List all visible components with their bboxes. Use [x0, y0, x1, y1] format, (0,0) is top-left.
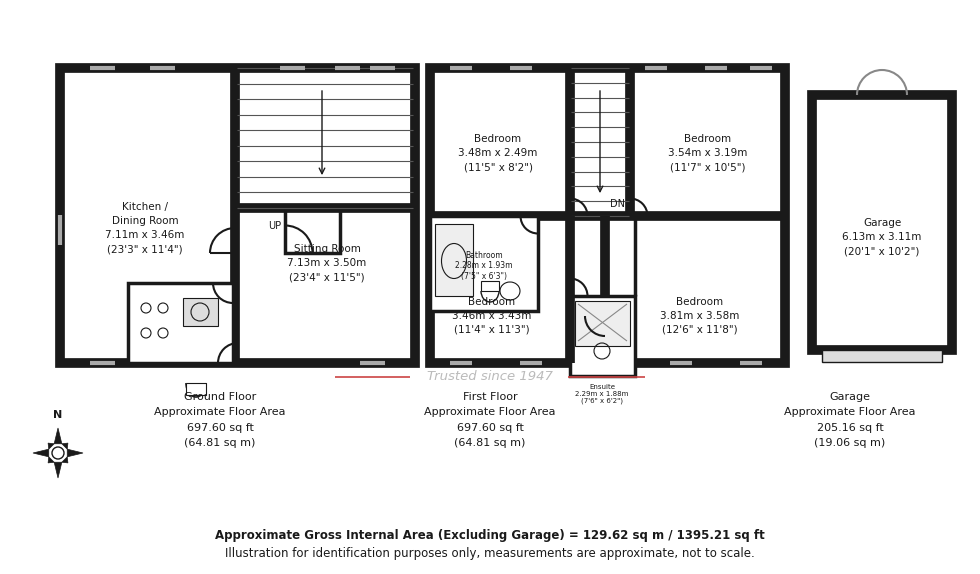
Text: UP: UP [269, 221, 281, 231]
Text: Bedroom
3.48m x 2.49m
(11'5" x 8'2"): Bedroom 3.48m x 2.49m (11'5" x 8'2") [459, 134, 538, 172]
Polygon shape [48, 457, 54, 463]
Text: DN: DN [610, 199, 625, 209]
Text: Approximate Gross Internal Area (Excluding Garage) = 129.62 sq m / 1395.21 sq ft: Approximate Gross Internal Area (Excludi… [216, 529, 764, 541]
Bar [186, 383, 206, 395]
Text: Alpine: Alpine [458, 224, 682, 286]
Text: Bedroom
3.81m x 3.58m
(12'6" x 11'8"): Bedroom 3.81m x 3.58m (12'6" x 11'8") [661, 297, 740, 335]
Text: Illustration for identification purposes only, measurements are approximate, not: Illustration for identification purposes… [225, 546, 755, 560]
Polygon shape [62, 457, 68, 463]
Polygon shape [54, 428, 62, 444]
Bar [60, 68, 415, 363]
Bar [430, 68, 785, 363]
Polygon shape [68, 449, 83, 457]
Bar [435, 224, 473, 296]
Circle shape [52, 447, 64, 459]
Text: Bathroom
2.28m x 1.93m
(7'5" x 6'3"): Bathroom 2.28m x 1.93m (7'5" x 6'3") [456, 251, 513, 281]
Text: Mc: Mc [459, 180, 602, 260]
Text: Kitchen /
Dining Room
7.11m x 3.46m
(23'3" x 11'4"): Kitchen / Dining Room 7.11m x 3.46m (23'… [105, 202, 184, 254]
Text: First Floor
Approximate Floor Area
697.60 sq ft
(64.81 sq m): First Floor Approximate Floor Area 697.6… [424, 391, 556, 448]
Bar [430, 216, 538, 311]
Text: Sitting Room
7.13m x 3.50m
(23'4" x 11'5"): Sitting Room 7.13m x 3.50m (23'4" x 11'5… [287, 244, 367, 282]
Bar [822, 350, 942, 362]
Text: N: N [53, 410, 63, 420]
Polygon shape [48, 443, 54, 449]
Text: Ensuite
2.29m x 1.88m
(7'6" x 6'2"): Ensuite 2.29m x 1.88m (7'6" x 6'2") [575, 384, 629, 404]
Text: Garage
Approximate Floor Area
205.16 sq ft
(19.06 sq m): Garage Approximate Floor Area 205.16 sq … [784, 391, 915, 448]
Polygon shape [54, 462, 62, 478]
Text: Bedroom
3.46m x 3.43m
(11'4" x 11'3"): Bedroom 3.46m x 3.43m (11'4" x 11'3") [453, 297, 532, 335]
Text: Ground Floor
Approximate Floor Area
697.60 sq ft
(64.81 sq m): Ground Floor Approximate Floor Area 697.… [154, 391, 286, 448]
Bar [812, 95, 952, 350]
Bar [481, 281, 499, 291]
Bar [575, 301, 630, 346]
Bar [128, 283, 233, 363]
Bar [570, 296, 635, 376]
Polygon shape [62, 443, 68, 449]
Text: Bedroom
3.54m x 3.19m
(11'7" x 10'5"): Bedroom 3.54m x 3.19m (11'7" x 10'5") [668, 134, 748, 172]
Text: Trusted since 1947: Trusted since 1947 [427, 370, 553, 383]
Bar [183, 298, 218, 326]
Bar [285, 208, 340, 253]
Polygon shape [33, 449, 49, 457]
Text: Garage
6.13m x 3.11m
(20'1" x 10'2"): Garage 6.13m x 3.11m (20'1" x 10'2") [843, 218, 921, 256]
